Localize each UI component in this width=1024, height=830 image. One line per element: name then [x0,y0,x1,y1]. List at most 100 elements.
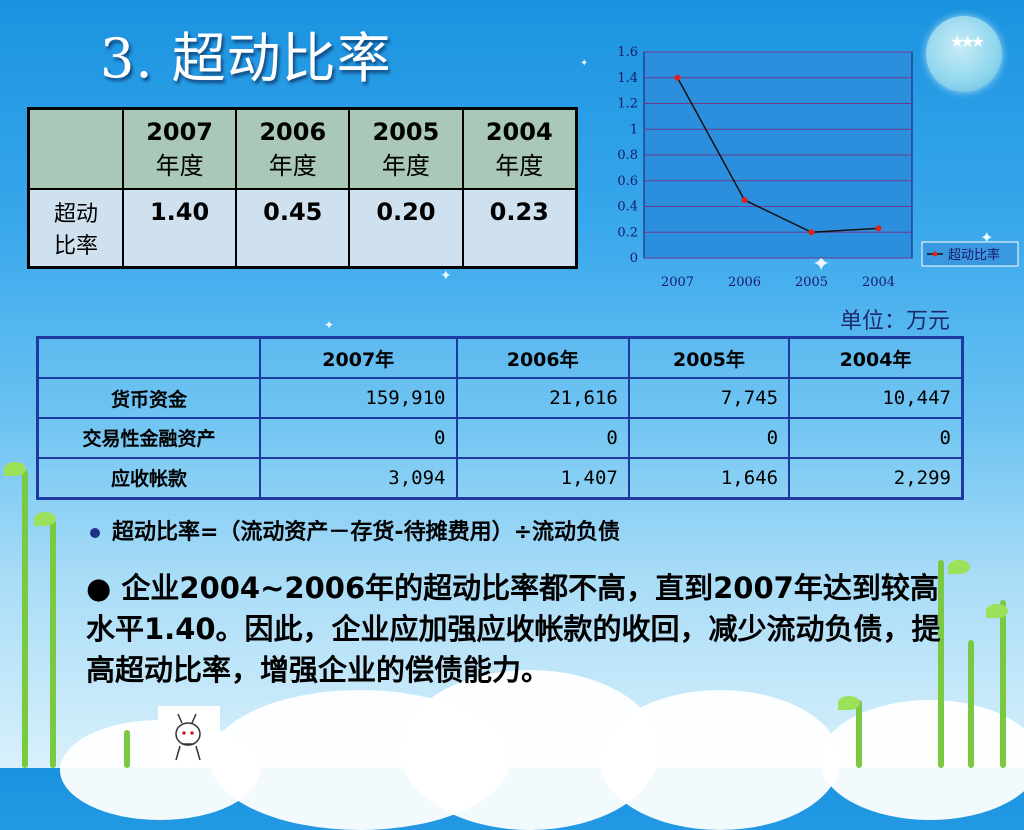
table-cell: 0 [788,416,964,459]
data-point [808,229,815,236]
leaf-decoration [4,462,26,476]
table-header-cell [36,336,261,380]
row-label: 超动 比率 [27,188,124,269]
table-cell: 1,646 [627,456,791,500]
legend-label: 超动比率 [948,247,1000,263]
table-header-cell: 2005年 [627,336,791,380]
table-row: 超动比率 1.40 0.45 0.20 0.23 [27,188,578,269]
y-tick-label: 1.2 [617,97,638,112]
row-label-line: 超动 [53,202,98,227]
table-row: 应收帐款 3,094 1,407 1,646 2,299 [36,456,964,500]
y-tick-label: 0.8 [617,148,638,163]
plant-stem-decoration [968,640,974,768]
mascot-image [158,706,220,768]
unit-label: 单位：万元 [840,309,951,334]
x-tick-label: 2007 [661,275,694,290]
plant-stem-decoration [856,700,862,768]
sparkle-icon: ✦ [324,318,335,332]
formula-bullet: 超动比率=（流动资产－存货-待摊费用）÷流动负债 [90,514,620,546]
data-point [741,197,748,204]
table-cell: 7,745 [627,377,791,419]
table-cell: 0 [455,416,630,459]
cloud-decoration [600,690,840,830]
header-label: 年度 [155,151,204,180]
x-tick-label: 2006 [728,275,761,290]
y-tick-label: 1 [630,122,638,137]
table-header-row: 2007 年度 2006 年度 2005 年度 2004 年度 [27,107,578,190]
series-layer [674,74,882,236]
ratio-table: 2007 年度 2006 年度 2005 年度 2004 年度 超动比率 1.40 0.… [27,107,578,269]
legend-marker [932,251,938,257]
ratio-value-cell: 0.20 [348,188,464,269]
moon-icon: ★★★ [926,16,1002,92]
row-name: 交易性金融资产 [36,416,261,459]
header-label: 年度 [381,151,430,180]
table-header-cell: 2007 年度 [121,107,238,190]
table-cell: 0 [259,416,458,459]
table-row: 货币资金 159,910 21,616 7,745 10,447 [36,377,964,419]
table-header-cell: 2006 年度 [235,107,351,190]
x-axis-ticks: 2007 2006 2005 2004 [661,275,895,290]
page-title: 3. 超动比率 [100,27,392,90]
table-cell: 1,407 [455,456,630,500]
leaf-decoration [34,512,56,526]
y-tick-label: 1.6 [617,45,638,60]
cloud-decoration [820,700,1024,820]
y-tick-label: 1.4 [617,71,638,86]
table-corner-cell [27,107,124,190]
table-header-cell: 2004年 [788,336,964,380]
ratio-value-cell: 1.40 [121,188,238,269]
plant-stem-decoration [938,560,944,768]
star-icon: ★★★ [950,32,985,51]
ratio-line-chart: 0 0.2 0.4 0.6 0.8 1 1.2 1.4 1.6 2007 2006 2005 2004… [617,45,1019,290]
header-year: 2007 [146,117,213,146]
leaf-decoration [948,560,970,574]
table-cell: 0 [627,416,791,459]
y-axis-ticks: 0 0.2 0.4 0.6 0.8 1 1.2 1.4 1.6 [617,45,638,266]
data-point [674,74,681,81]
series-line [676,77,879,234]
ratio-value-cell: 0.23 [461,188,578,269]
table-cell: 10,447 [788,377,964,419]
row-label-line: 比率 [53,234,98,259]
table-cell: 2,299 [788,456,964,500]
row-name: 应收帐款 [36,456,261,500]
x-tick-label: 2004 [862,275,895,290]
table-header-cell: 2007年 [259,336,458,380]
x-tick-label: 2005 [795,275,828,290]
financial-table: 2007年 2006年 2005年 2004年 货币资金 159,910 21,… [36,336,964,500]
grid-lines [644,51,912,259]
data-point [875,225,882,232]
bullet-icon [90,528,100,538]
table-header-row: 2007年 2006年 2005年 2004年 [36,336,964,380]
sparkle-icon: ✦ [580,58,589,69]
leaf-decoration [838,696,860,710]
plant-stem-decoration [22,470,28,768]
table-header-cell: 2005 年度 [348,107,464,190]
formula-text: 超动比率=（流动资产－存货-待摊费用）÷流动负债 [112,520,620,545]
y-tick-label: 0.6 [617,174,638,189]
header-label: 年度 [268,151,317,180]
table-cell: 3,094 [259,456,458,500]
table-header-cell: 2004 年度 [461,107,578,190]
plant-stem-decoration [124,730,130,768]
table-row: 交易性金融资产 0 0 0 0 [36,416,964,459]
conclusion-paragraph: ● 企业2004~2006年的超动比率都不高，直到2007年达到较高水平1.40… [86,571,941,687]
header-year: 2005 [372,117,440,146]
table-cell: 159,910 [259,377,458,419]
table-header-cell: 2006年 [455,336,630,380]
plant-stem-decoration [50,520,56,768]
plant-stem-decoration [1000,600,1006,768]
y-tick-label: 0.2 [617,225,638,240]
leaf-decoration [986,604,1008,618]
y-tick-label: 0 [630,251,638,266]
sparkle-icon: ✦ [440,268,452,284]
header-year: 2006 [259,117,327,146]
table-cell: 21,616 [455,377,630,419]
chart-legend: 超动比率 [921,241,1019,267]
y-tick-label: 0.4 [617,200,638,215]
header-label: 年度 [495,151,544,180]
header-year: 2004 [485,117,553,146]
ratio-value-cell: 0.45 [235,188,351,269]
row-name: 货币资金 [36,377,261,419]
